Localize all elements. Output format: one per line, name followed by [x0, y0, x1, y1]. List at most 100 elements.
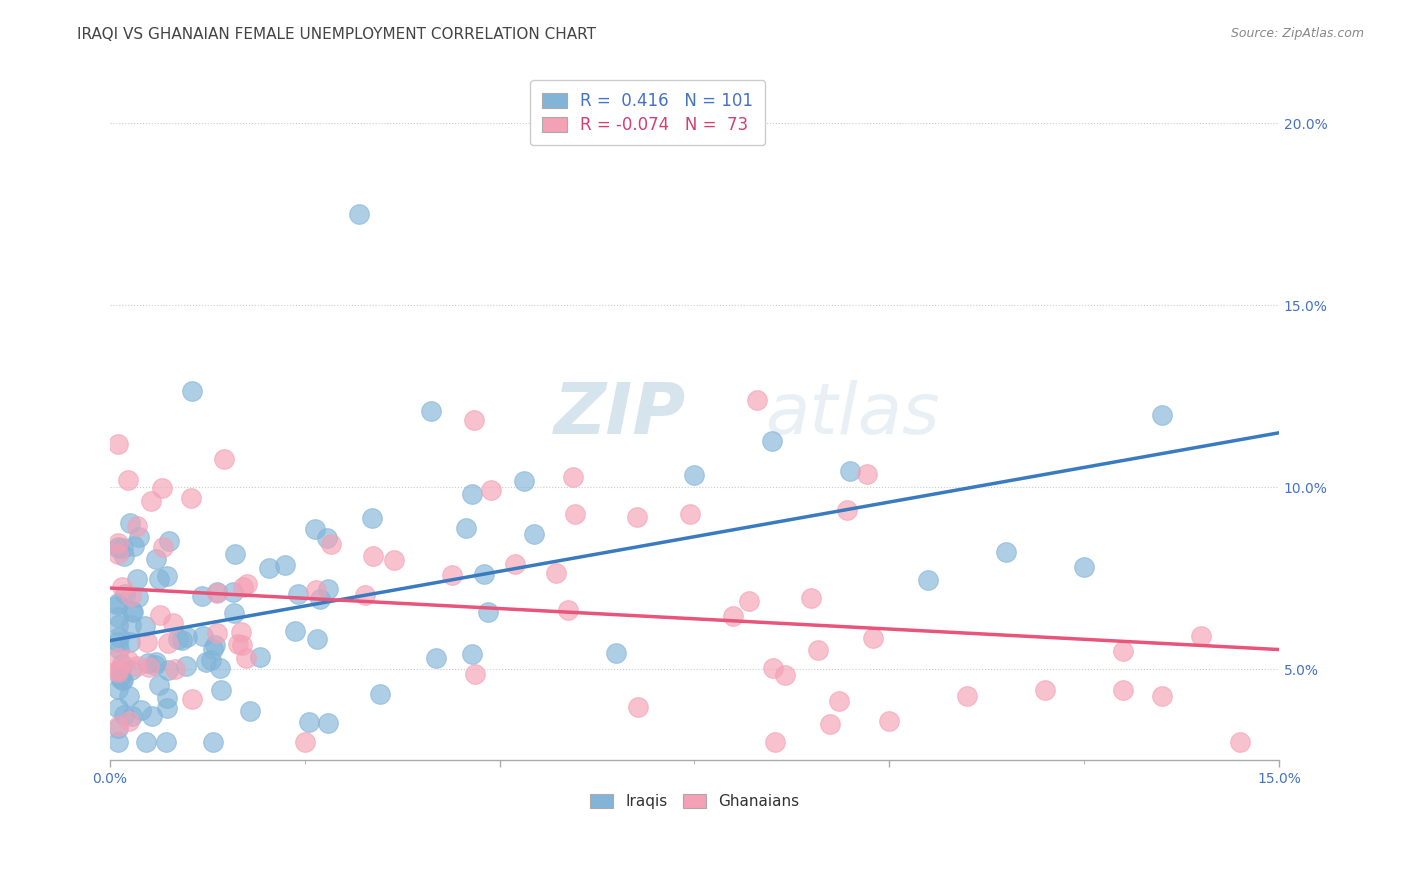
Point: [464, 666, 486, 681]
Legend: Iraqis, Ghanaians: Iraqis, Ghanaians: [583, 788, 806, 815]
Point: [461, 647, 484, 661]
Point: [800, 591, 823, 605]
Point: [125, 659, 148, 673]
Point: [191, 589, 214, 603]
Point: [627, 700, 650, 714]
Point: [200, 653, 222, 667]
Point: [679, 508, 702, 522]
Point: [284, 624, 307, 639]
Point: [107, 721, 129, 735]
Point: [157, 534, 180, 549]
Point: [222, 584, 245, 599]
Point: [107, 701, 129, 715]
Point: [349, 207, 371, 221]
Point: [360, 510, 382, 524]
Point: [557, 602, 579, 616]
Point: [128, 530, 150, 544]
Point: [120, 617, 142, 632]
Point: [208, 661, 231, 675]
Point: [150, 481, 173, 495]
Point: [162, 616, 184, 631]
Point: [170, 633, 193, 648]
Point: [112, 549, 135, 563]
Point: [382, 553, 405, 567]
Point: [155, 735, 177, 749]
Point: [194, 655, 217, 669]
Point: [461, 487, 484, 501]
Point: [156, 701, 179, 715]
Point: [1073, 559, 1095, 574]
Point: [828, 694, 851, 708]
Point: [1189, 630, 1212, 644]
Point: [257, 560, 280, 574]
Point: [181, 692, 204, 706]
Point: [110, 663, 132, 677]
Point: [274, 558, 297, 573]
Point: [229, 625, 252, 640]
Point: [877, 714, 900, 728]
Point: [117, 689, 139, 703]
Point: [145, 552, 167, 566]
Point: [224, 607, 246, 621]
Point: [235, 650, 257, 665]
Point: [127, 591, 149, 605]
Point: [231, 638, 253, 652]
Point: [723, 609, 745, 624]
Point: [163, 662, 186, 676]
Point: [107, 541, 129, 555]
Point: [205, 585, 228, 599]
Text: atlas: atlas: [765, 380, 939, 449]
Point: [513, 474, 536, 488]
Point: [309, 592, 332, 607]
Point: [319, 536, 342, 550]
Point: [138, 660, 160, 674]
Point: [107, 436, 129, 450]
Point: [127, 519, 149, 533]
Point: [120, 516, 142, 531]
Point: [956, 689, 979, 703]
Point: [134, 619, 156, 633]
Point: [361, 549, 384, 564]
Point: [683, 467, 706, 482]
Point: [107, 681, 129, 696]
Point: [112, 708, 135, 723]
Point: [205, 585, 228, 599]
Point: [368, 687, 391, 701]
Point: [562, 470, 585, 484]
Point: [862, 631, 884, 645]
Point: [626, 510, 648, 524]
Point: [107, 547, 129, 561]
Point: [201, 641, 224, 656]
Point: [157, 663, 180, 677]
Point: [136, 657, 159, 671]
Point: [117, 652, 139, 666]
Point: [354, 588, 377, 602]
Point: [835, 503, 858, 517]
Point: [201, 735, 224, 749]
Point: [564, 508, 586, 522]
Point: [180, 491, 202, 505]
Point: [305, 632, 328, 647]
Point: [298, 714, 321, 729]
Point: [287, 587, 309, 601]
Point: [1152, 408, 1174, 422]
Point: [472, 567, 495, 582]
Point: [107, 541, 129, 555]
Point: [111, 657, 134, 672]
Text: Source: ZipAtlas.com: Source: ZipAtlas.com: [1230, 27, 1364, 40]
Point: [121, 709, 143, 723]
Point: [209, 682, 232, 697]
Point: [239, 704, 262, 718]
Point: [463, 412, 485, 426]
Point: [1152, 689, 1174, 703]
Point: [107, 735, 129, 749]
Point: [236, 577, 259, 591]
Point: [111, 673, 134, 687]
Point: [117, 474, 139, 488]
Point: [176, 630, 198, 644]
Point: [1033, 683, 1056, 698]
Point: [176, 659, 198, 673]
Point: [763, 735, 786, 749]
Point: [145, 655, 167, 669]
Point: [205, 625, 228, 640]
